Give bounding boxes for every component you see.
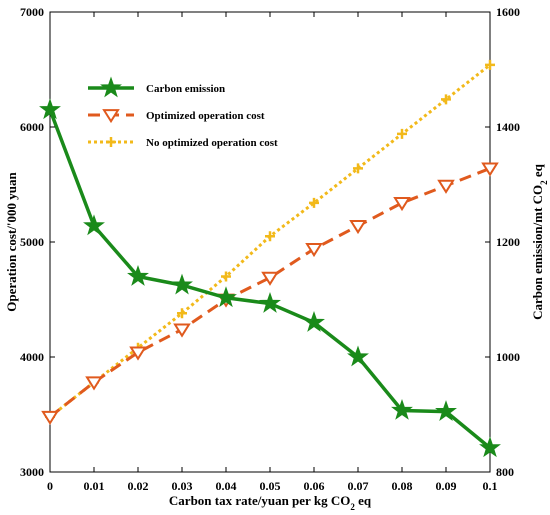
point: [435, 400, 457, 421]
point: [177, 308, 187, 319]
point: [39, 98, 61, 120]
x-tick-label: 0.1: [483, 479, 498, 493]
point: [347, 345, 369, 367]
point: [83, 214, 105, 236]
legend-label: No optimized operation cost: [146, 137, 278, 149]
y-right-tick-label: 800: [496, 465, 514, 479]
y-left-tick-label: 3000: [20, 465, 44, 479]
point: [349, 220, 367, 235]
y-right-tick-label: 1600: [496, 5, 520, 19]
point: [106, 137, 116, 147]
series-carbon-emission: [39, 98, 501, 458]
point: [41, 410, 59, 425]
point: [261, 271, 279, 286]
point: [481, 162, 499, 177]
series-layer: [39, 59, 501, 458]
point: [309, 197, 319, 208]
y-left-tick-label: 5000: [20, 235, 44, 249]
point: [171, 273, 193, 295]
legend: Carbon emission Optimized operation cost N…: [88, 76, 278, 149]
series-line: [49, 167, 491, 418]
x-tick-label: 0.02: [128, 479, 149, 493]
point: [479, 436, 501, 458]
point: [397, 128, 407, 139]
point: [437, 179, 455, 194]
point: [215, 286, 237, 308]
x-tick-label: 0.01: [84, 479, 105, 493]
x-tick-label: 0.04: [216, 479, 237, 493]
legend-item: No optimized operation cost: [88, 137, 278, 149]
y-left-tick-label: 6000: [20, 120, 44, 134]
point: [85, 376, 103, 391]
point: [259, 291, 281, 313]
point: [485, 59, 495, 70]
point: [265, 231, 275, 242]
y-right-tick-label: 1200: [496, 235, 520, 249]
legend-item: Optimized operation cost: [88, 109, 265, 124]
y-left-axis-title: Operation cost/'000 yuan: [4, 172, 19, 312]
legend-label: Carbon emission: [146, 83, 225, 95]
point: [221, 271, 231, 282]
legend-item: Carbon emission: [88, 76, 225, 98]
legend-label: Optimized operation cost: [146, 110, 265, 122]
series-optimized-operation-cost: [41, 162, 499, 425]
point: [127, 264, 149, 286]
x-tick-label: 0.07: [348, 479, 369, 493]
axis-layer: 0 0.01 0.02 0.03 0.04 0.05 0.06 0.07 0.08 0.09 0.1…: [4, 5, 549, 512]
x-tick-label: 0.08: [392, 479, 413, 493]
y-right-tick-label: 1000: [496, 350, 520, 364]
plot-frame: [49, 11, 491, 473]
point: [303, 310, 325, 332]
point: [393, 197, 411, 212]
y-right-tick-label: 1400: [496, 120, 520, 134]
x-tick-label: 0.06: [304, 479, 325, 493]
y-left-tick-label: 7000: [20, 5, 44, 19]
point: [173, 323, 191, 338]
y-left-tick-label: 4000: [20, 350, 44, 364]
x-tick-label: 0.03: [172, 479, 193, 493]
point: [353, 163, 363, 174]
x-tick-label: 0.09: [436, 479, 457, 493]
x-tick-label: 0: [47, 479, 53, 493]
point: [129, 346, 147, 361]
point: [100, 76, 122, 98]
x-tick-label: 0.05: [260, 479, 281, 493]
y-right-axis-title: Carbon emission/mt CO2 eq: [530, 163, 549, 320]
x-axis-title: Carbon tax rate/yuan per kg CO2 eq: [169, 493, 372, 512]
point: [102, 109, 120, 124]
plot-frame-layer: [49, 11, 491, 473]
point: [391, 398, 413, 420]
point: [305, 243, 323, 258]
point: [441, 94, 451, 105]
